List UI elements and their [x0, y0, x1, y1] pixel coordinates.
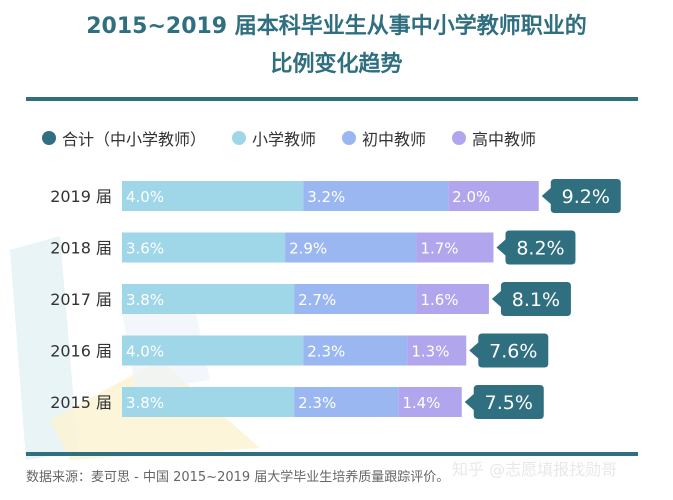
data-label-senior: 1.7%	[420, 240, 458, 258]
legend-item-primary: 小学教师	[232, 126, 316, 150]
data-label-senior: 1.6%	[420, 291, 458, 309]
data-label-primary: 4.0%	[126, 188, 164, 206]
total-label: 7.6%	[489, 341, 537, 363]
bar-segment-primary	[122, 181, 304, 211]
data-label-junior: 2.3%	[298, 394, 336, 412]
legend-label-junior: 初中教师	[362, 130, 427, 149]
total-badge	[491, 282, 571, 316]
total-badge	[541, 179, 621, 213]
data-label-junior: 2.9%	[289, 240, 327, 258]
bar-segment-primary	[122, 387, 295, 417]
total-badge	[496, 230, 576, 265]
total-badge	[469, 333, 549, 368]
bar-segment-senior	[398, 387, 462, 417]
category-label: 2019 届	[50, 187, 112, 206]
data-label-junior: 2.7%	[298, 291, 336, 309]
bar-segment-junior	[294, 284, 417, 314]
category-label: 2016 届	[50, 342, 112, 361]
title-divider	[26, 97, 638, 101]
bar-segment-primary	[122, 284, 295, 314]
data-label-primary: 4.0%	[126, 343, 164, 361]
data-label-primary: 3.8%	[126, 394, 164, 412]
legend-swatch-senior	[452, 131, 467, 145]
data-label-senior: 2.0%	[452, 188, 490, 206]
legend-label-primary: 小学教师	[252, 130, 317, 149]
total-label: 8.2%	[516, 238, 564, 260]
bar-segment-junior	[294, 387, 399, 417]
legend-label-total: 合计（中小学教师）	[62, 130, 207, 149]
bar-segment-senior	[448, 181, 539, 211]
legend-swatch-primary	[232, 131, 247, 145]
data-label-primary: 3.6%	[126, 240, 164, 258]
bar-segment-senior	[407, 335, 467, 366]
bar-segment-primary	[122, 335, 304, 366]
legend-swatch-total	[42, 131, 56, 145]
legend-swatch-junior	[342, 131, 357, 145]
bar-segment-primary	[122, 232, 286, 263]
category-label: 2017 届	[50, 290, 112, 309]
bar-segment-junior	[303, 181, 449, 211]
legend-label-senior: 高中教师	[472, 130, 537, 149]
bar-segment-senior	[416, 284, 489, 314]
legend-item-junior: 初中教师	[342, 126, 426, 150]
bar-segment-junior	[285, 232, 417, 263]
bar-segment-junior	[303, 335, 408, 366]
total-label: 9.2%	[562, 186, 610, 208]
total-label: 8.1%	[512, 289, 560, 311]
data-label-junior: 3.2%	[307, 188, 345, 206]
total-badge	[464, 385, 544, 419]
chart-title-line-2: 比例变化趋势	[270, 52, 403, 77]
chart-title-line-1: 2015~2019 届本科毕业生从事中小学教师职业的	[86, 14, 587, 39]
legend: 合计（中小学教师） 小学教师 初中教师 高中教师	[42, 126, 562, 150]
total-label: 7.5%	[485, 392, 533, 414]
category-label: 2018 届	[50, 239, 112, 258]
data-label-senior: 1.4%	[402, 394, 440, 412]
legend-item-total: 合计（中小学教师）	[42, 126, 206, 150]
watermark: 知乎 @志愿填报找勋哥	[452, 460, 618, 479]
source-note: 数据来源：麦可思 - 中国 2015~2019 届大学毕业生培养质量跟踪评价。	[26, 470, 450, 485]
category-label: 2015 届	[50, 393, 112, 412]
legend-item-senior: 高中教师	[452, 126, 536, 150]
bar-segment-senior	[416, 232, 494, 263]
data-label-primary: 3.8%	[126, 291, 164, 309]
data-label-senior: 1.3%	[411, 343, 449, 361]
footer-divider	[26, 452, 638, 456]
data-label-junior: 2.3%	[307, 343, 345, 361]
